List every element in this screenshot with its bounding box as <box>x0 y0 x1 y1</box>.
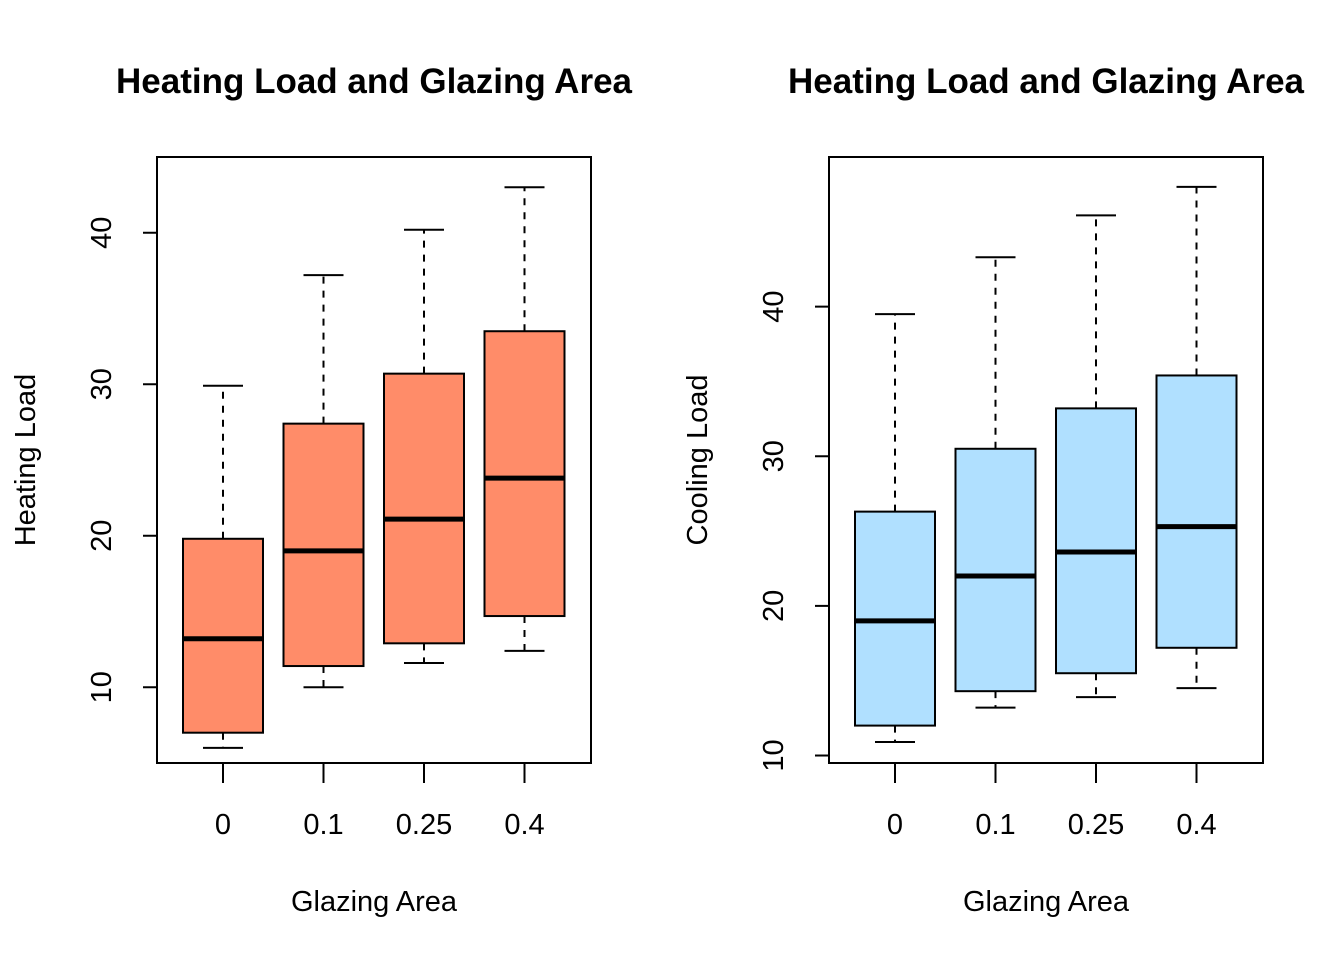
y-tick-label: 10 <box>758 739 790 771</box>
x-tick-label: 0.1 <box>303 809 343 841</box>
box-iqr <box>483 330 566 618</box>
x-tick-label: 0.4 <box>1176 809 1216 841</box>
box-iqr <box>954 447 1037 693</box>
y-tick-label: 30 <box>758 440 790 472</box>
y-tick-label: 20 <box>86 520 118 552</box>
chart-title: Heating Load and Glazing Area <box>788 62 1305 101</box>
chart-title: Heating Load and Glazing Area <box>116 62 633 101</box>
x-tick-label: 0 <box>887 809 903 841</box>
x-tick-label: 0.25 <box>1068 809 1124 841</box>
y-tick-label: 40 <box>86 217 118 249</box>
box-group <box>854 313 936 744</box>
cooling-load-panel: Heating Load and Glazing Area Glazing Ar… <box>682 62 1305 918</box>
box-group <box>1155 185 1238 690</box>
box-group <box>282 274 365 689</box>
heating-load-panel: Heating Load and Glazing Area Glazing Ar… <box>10 62 633 918</box>
x-axis-title: Glazing Area <box>291 886 458 918</box>
box-group <box>954 256 1037 709</box>
y-axis-title: Cooling Load <box>682 375 714 546</box>
box-iqr <box>1155 374 1238 649</box>
y-tick-label: 40 <box>758 290 790 322</box>
y-tick-label: 20 <box>758 590 790 622</box>
x-tick-label: 0 <box>215 809 231 841</box>
box-group <box>182 384 264 749</box>
box-iqr <box>1055 407 1137 675</box>
y-axis-title: Heating Load <box>10 374 42 547</box>
box-iqr <box>282 422 365 668</box>
x-tick-label: 0.1 <box>975 809 1015 841</box>
box-group <box>483 186 566 652</box>
box-group <box>1055 214 1137 699</box>
box-iqr <box>182 537 264 734</box>
plot-frame <box>156 156 592 764</box>
plot-frame <box>828 156 1264 764</box>
y-tick-label: 30 <box>86 368 118 400</box>
y-tick-label: 10 <box>86 671 118 703</box>
x-axis-title: Glazing Area <box>963 886 1130 918</box>
box-group <box>383 228 465 665</box>
x-tick-label: 0.4 <box>504 809 544 841</box>
x-tick-label: 0.25 <box>396 809 452 841</box>
box-iqr <box>383 372 465 645</box>
